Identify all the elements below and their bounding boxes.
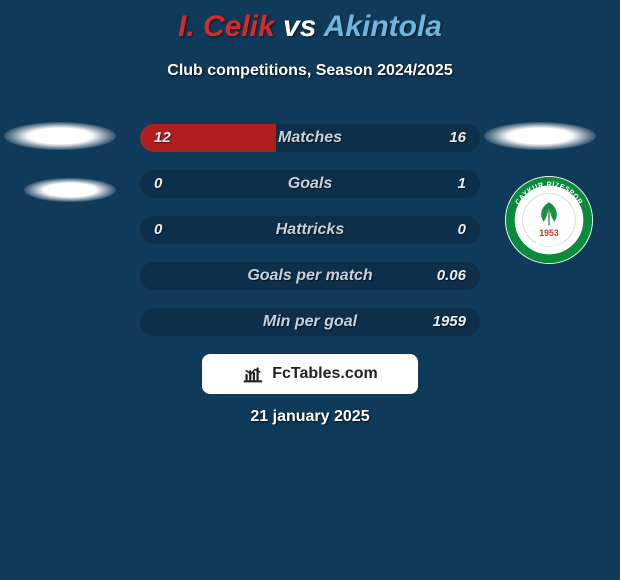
player1-photo-placeholder <box>24 178 116 202</box>
date-label: 21 january 2025 <box>0 408 620 426</box>
stat-label: Goals per match <box>140 262 480 290</box>
brand-text: FcTables.com <box>272 365 378 383</box>
player2-photo-placeholder <box>484 122 596 150</box>
player1-photo-placeholder <box>4 122 116 150</box>
comparison-card: I. Celik vs Akintola Club competitions, S… <box>0 0 620 580</box>
vs-separator: vs <box>275 10 324 43</box>
player1-name: I. Celik <box>178 10 275 43</box>
stat-row: 1959Min per goal <box>140 308 480 336</box>
bar-chart-icon <box>242 363 264 385</box>
subtitle: Club competitions, Season 2024/2025 <box>0 62 620 80</box>
stat-row: 0.06Goals per match <box>140 262 480 290</box>
stat-row: 01Goals <box>140 170 480 198</box>
brand-badge[interactable]: FcTables.com <box>202 354 418 394</box>
player2-name: Akintola <box>324 10 442 43</box>
svg-text:1953: 1953 <box>539 228 559 238</box>
stat-row: 1216Matches <box>140 124 480 152</box>
stat-row: 00Hattricks <box>140 216 480 244</box>
stat-label: Goals <box>140 170 480 198</box>
stat-label: Matches <box>140 124 480 152</box>
stat-label: Hattricks <box>140 216 480 244</box>
page-title: I. Celik vs Akintola <box>0 10 620 44</box>
stat-label: Min per goal <box>140 308 480 336</box>
club-badge: ÇAYKUR RİZESPORKULÜBÜ1953 <box>505 176 593 264</box>
